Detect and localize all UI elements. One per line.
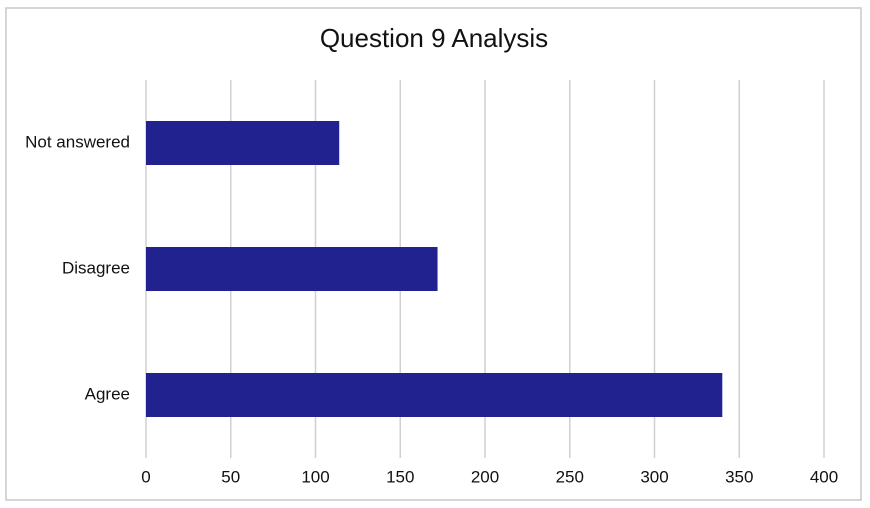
x-tick-label: 150 <box>386 467 414 486</box>
x-tick-label: 300 <box>640 467 668 486</box>
y-tick-label: Not answered <box>25 132 130 151</box>
x-tick-label: 200 <box>471 467 499 486</box>
y-tick-label: Agree <box>85 384 130 403</box>
x-tick-label: 0 <box>141 467 150 486</box>
x-tick-label: 350 <box>725 467 753 486</box>
bar <box>146 121 340 165</box>
x-tick-label: 50 <box>221 467 240 486</box>
chart-title: Question 9 Analysis <box>320 23 548 53</box>
x-tick-label: 250 <box>556 467 584 486</box>
x-tick-label: 400 <box>810 467 838 486</box>
bar <box>146 247 438 291</box>
y-tick-label: Disagree <box>62 258 130 277</box>
bar <box>146 373 723 417</box>
x-tick-label: 100 <box>301 467 329 486</box>
